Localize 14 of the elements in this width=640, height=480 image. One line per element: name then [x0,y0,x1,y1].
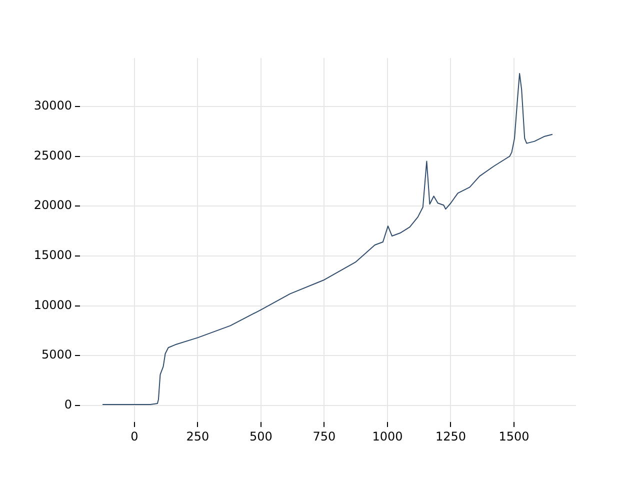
y-tick-label: 0 [64,398,72,412]
y-tick-label: 10000 [34,298,72,312]
x-tick-label: 1000 [372,429,403,444]
x-tick-label: 250 [186,429,210,444]
x-tick-label: 750 [312,429,336,444]
y-tick-label: 20000 [34,198,72,212]
y-tick-label: 15000 [34,248,72,262]
y-tick-label: 25000 [34,148,72,162]
x-tick-label: 1500 [498,429,530,444]
x-tick-label: 0 [130,429,138,444]
x-tick-label: 500 [249,429,272,444]
y-tick-label: 5000 [41,348,72,362]
x-tick-label: 1250 [435,429,466,444]
y-tick-label: 30000 [34,98,72,113]
